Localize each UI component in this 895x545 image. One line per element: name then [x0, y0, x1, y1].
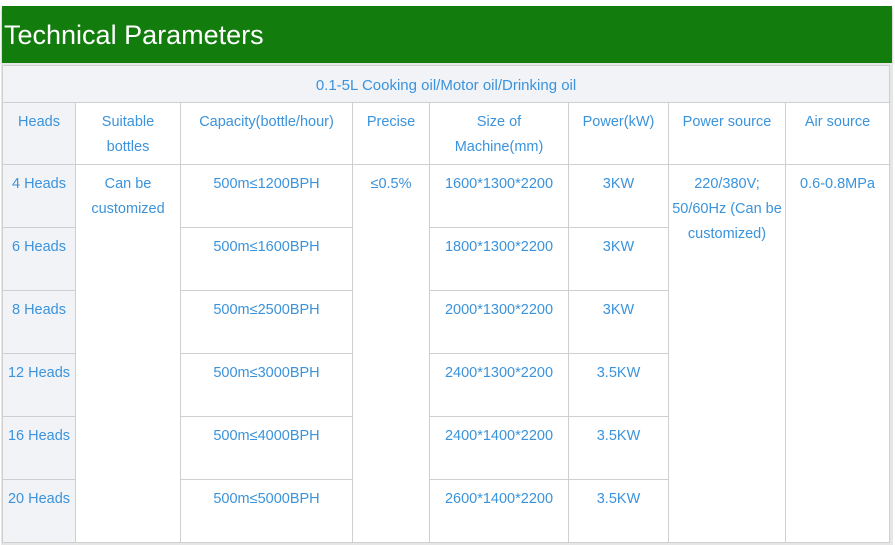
table-row: 16 Heads 500m≤4000BPH 2400*1400*2200 3.5KW	[2, 416, 890, 480]
capacity-cell: 500m≤2500BPH	[180, 290, 353, 354]
air-source-cell: 0.6-0.8MPa	[784, 164, 891, 543]
heads-cell: 4 Heads	[2, 164, 76, 228]
table-caption: 0.1-5L Cooking oil/Motor oil/Drinking oi…	[1, 65, 891, 103]
table-row: 12 Heads 500m≤3000BPH 2400*1300*2200 3.5KW	[2, 353, 890, 417]
header-power-source: Power source	[668, 102, 786, 165]
header-capacity: Capacity(bottle/hour)	[180, 102, 353, 165]
size-cell: 1600*1300*2200	[429, 164, 569, 228]
header-precise: Precise	[352, 102, 430, 165]
capacity-cell: 500m≤3000BPH	[180, 353, 353, 417]
precise-cell: ≤0.5%	[352, 164, 430, 543]
heads-cell: 16 Heads	[2, 416, 76, 480]
size-cell: 1800*1300*2200	[429, 227, 569, 291]
table-row: 6 Heads 500m≤1600BPH 1800*1300*2200 3KW	[2, 227, 890, 291]
suitable-bottles-cell: Can be customized	[75, 164, 181, 543]
heads-cell: 12 Heads	[2, 353, 76, 417]
header-heads: Heads	[2, 102, 76, 165]
size-cell: 2400*1400*2200	[429, 416, 569, 480]
power-cell: 3.5KW	[568, 353, 669, 417]
power-cell: 3KW	[568, 290, 669, 354]
power-cell: 3.5KW	[568, 416, 669, 480]
capacity-cell: 500m≤1600BPH	[180, 227, 353, 291]
table-row: 8 Heads 500m≤2500BPH 2000*1300*2200 3KW	[2, 290, 890, 354]
power-cell: 3.5KW	[568, 479, 669, 543]
capacity-cell: 500m≤1200BPH	[180, 164, 353, 228]
header-power: Power(kW)	[568, 102, 669, 165]
header-row: Heads Suitable bottles Capacity(bottle/h…	[2, 102, 891, 165]
header-suitable-bottles: Suitable bottles	[75, 102, 181, 165]
size-cell: 2000*1300*2200	[429, 290, 569, 354]
capacity-cell: 500m≤4000BPH	[180, 416, 353, 480]
table-row: 20 Heads 500m≤5000BPH 2600*1400*2200 3.5KW	[2, 479, 890, 543]
size-cell: 2600*1400*2200	[429, 479, 569, 543]
size-cell: 2400*1300*2200	[429, 353, 569, 417]
section-banner: Technical Parameters	[2, 6, 892, 63]
header-air-source: Air source	[784, 102, 891, 165]
table-row: 4 Heads Can be customized 500m≤1200BPH ≤0.5…	[2, 164, 891, 543]
power-cell: 3KW	[568, 227, 669, 291]
heads-cell: 6 Heads	[2, 227, 76, 291]
parameters-table: 0.1-5L Cooking oil/Motor oil/Drinking oi…	[1, 65, 891, 543]
power-source-cell: 220/380V; 50/60Hz (Can be customized)	[668, 164, 786, 543]
heads-cell: 8 Heads	[2, 290, 76, 354]
page-title: Technical Parameters	[4, 20, 264, 50]
heads-cell: 20 Heads	[2, 479, 76, 543]
power-cell: 3KW	[568, 164, 669, 228]
header-size: Size of Machine(mm)	[429, 102, 569, 165]
capacity-cell: 500m≤5000BPH	[180, 479, 353, 543]
